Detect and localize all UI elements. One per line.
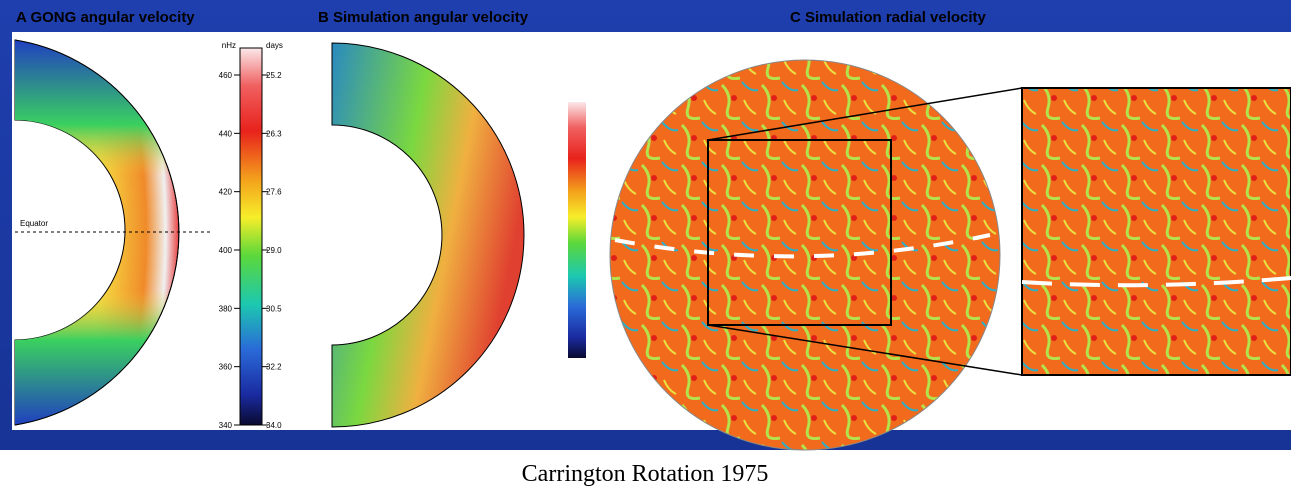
caption: Carrington Rotation 1975	[522, 461, 769, 487]
tick-label: 29.0	[266, 246, 282, 255]
tick-label: 360	[219, 363, 233, 372]
tick-label: 25.2	[266, 71, 282, 80]
tick-label: 460	[219, 71, 233, 80]
gong-annulus-overlay	[15, 40, 179, 425]
sphere-equator	[614, 233, 991, 259]
tick-label: 340	[219, 421, 233, 430]
tick-label: 30.5	[266, 304, 282, 313]
tick-label: 27.6	[266, 188, 282, 197]
caption-bar	[0, 450, 1291, 487]
panel-b-title: B Simulation angular velocity	[318, 9, 529, 26]
tick-label: 440	[219, 129, 233, 138]
zoom-box	[707, 139, 892, 326]
sphere	[610, 60, 1000, 450]
colorbar-b	[568, 102, 586, 358]
tick-label: 420	[219, 188, 233, 197]
tick-label: 26.3	[266, 129, 282, 138]
simulation-annulus	[331, 42, 525, 428]
zoom-panel	[1021, 87, 1291, 376]
panel-a-title: A GONG angular velocity	[16, 9, 195, 26]
zoom-line	[707, 324, 1023, 376]
tick-label: 380	[219, 304, 233, 313]
tick-label: 32.2	[266, 363, 282, 372]
panel-c-title: C Simulation radial velocity	[790, 9, 987, 26]
sphere-edge	[609, 59, 1001, 451]
tick-label: 34.0	[266, 421, 282, 430]
equator-label: Equator	[20, 219, 48, 228]
colorbar-a	[239, 47, 263, 426]
zoom-line	[707, 87, 1023, 141]
tick-label: 400	[219, 246, 233, 255]
unit-label: nHz	[222, 41, 236, 50]
unit-label: days	[266, 41, 283, 50]
